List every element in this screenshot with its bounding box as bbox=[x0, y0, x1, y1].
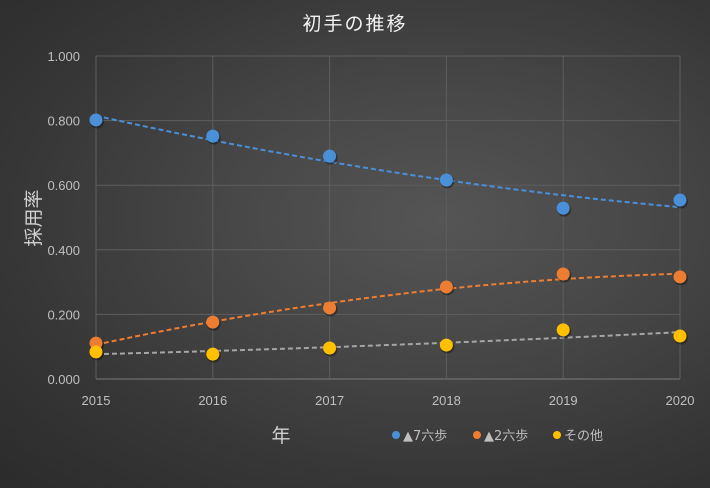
data-point-series-0 bbox=[439, 173, 453, 187]
x-tick-label: 2018 bbox=[432, 393, 461, 408]
y-tick-label: 0.000 bbox=[47, 372, 80, 387]
x-tick-label: 2017 bbox=[315, 393, 344, 408]
grid-lines bbox=[95, 55, 681, 380]
data-point-series-1 bbox=[206, 315, 220, 329]
y-tick-label: 0.200 bbox=[47, 307, 80, 322]
x-tick-label: 2020 bbox=[666, 393, 695, 408]
trendline-series-0 bbox=[95, 114, 681, 209]
data-point-series-2 bbox=[673, 329, 687, 343]
data-point-series-2 bbox=[89, 345, 103, 359]
data-point-series-1 bbox=[439, 280, 453, 294]
data-point-series-2 bbox=[323, 341, 337, 355]
y-tick-label: 0.600 bbox=[47, 178, 80, 193]
data-point-series-0 bbox=[323, 149, 337, 163]
data-points bbox=[89, 113, 688, 363]
x-tick-label: 2019 bbox=[549, 393, 578, 408]
x-axis-title: 年 bbox=[271, 425, 290, 447]
data-point-series-2 bbox=[556, 323, 570, 337]
data-point-series-2 bbox=[206, 347, 220, 361]
legend-label: ▲2六歩 bbox=[484, 429, 528, 444]
y-tick-label: 1.000 bbox=[47, 49, 80, 64]
trendline-series-2 bbox=[95, 331, 681, 356]
data-point-series-0 bbox=[556, 201, 570, 215]
data-point-series-0 bbox=[673, 193, 687, 207]
legend-label: ▲7六歩 bbox=[403, 429, 447, 444]
chart-title: 初手の推移 bbox=[302, 13, 407, 35]
x-tick-labels: 2015 2016 2017 2018 2019 2020 bbox=[82, 393, 695, 408]
data-point-series-0 bbox=[89, 113, 103, 127]
data-point-series-0 bbox=[206, 129, 220, 143]
legend-marker bbox=[553, 431, 561, 439]
legend: ▲7六歩 ▲2六歩 その他 bbox=[392, 429, 603, 444]
data-point-series-1 bbox=[556, 267, 570, 281]
data-point-series-1 bbox=[323, 301, 337, 315]
legend-marker bbox=[473, 431, 481, 439]
x-tick-label: 2016 bbox=[198, 393, 227, 408]
y-tick-labels: 0.000 0.200 0.400 0.600 0.800 1.000 bbox=[47, 49, 80, 387]
legend-label: その他 bbox=[564, 429, 603, 444]
y-tick-label: 0.800 bbox=[47, 114, 80, 129]
y-axis-title: 採用率 bbox=[23, 189, 45, 246]
x-tick-label: 2015 bbox=[82, 393, 111, 408]
legend-marker bbox=[392, 431, 400, 439]
data-point-series-2 bbox=[439, 338, 453, 352]
trendlines bbox=[95, 114, 681, 356]
trendline-series-1 bbox=[95, 272, 681, 346]
y-tick-label: 0.400 bbox=[47, 243, 80, 258]
data-point-series-1 bbox=[673, 270, 687, 284]
